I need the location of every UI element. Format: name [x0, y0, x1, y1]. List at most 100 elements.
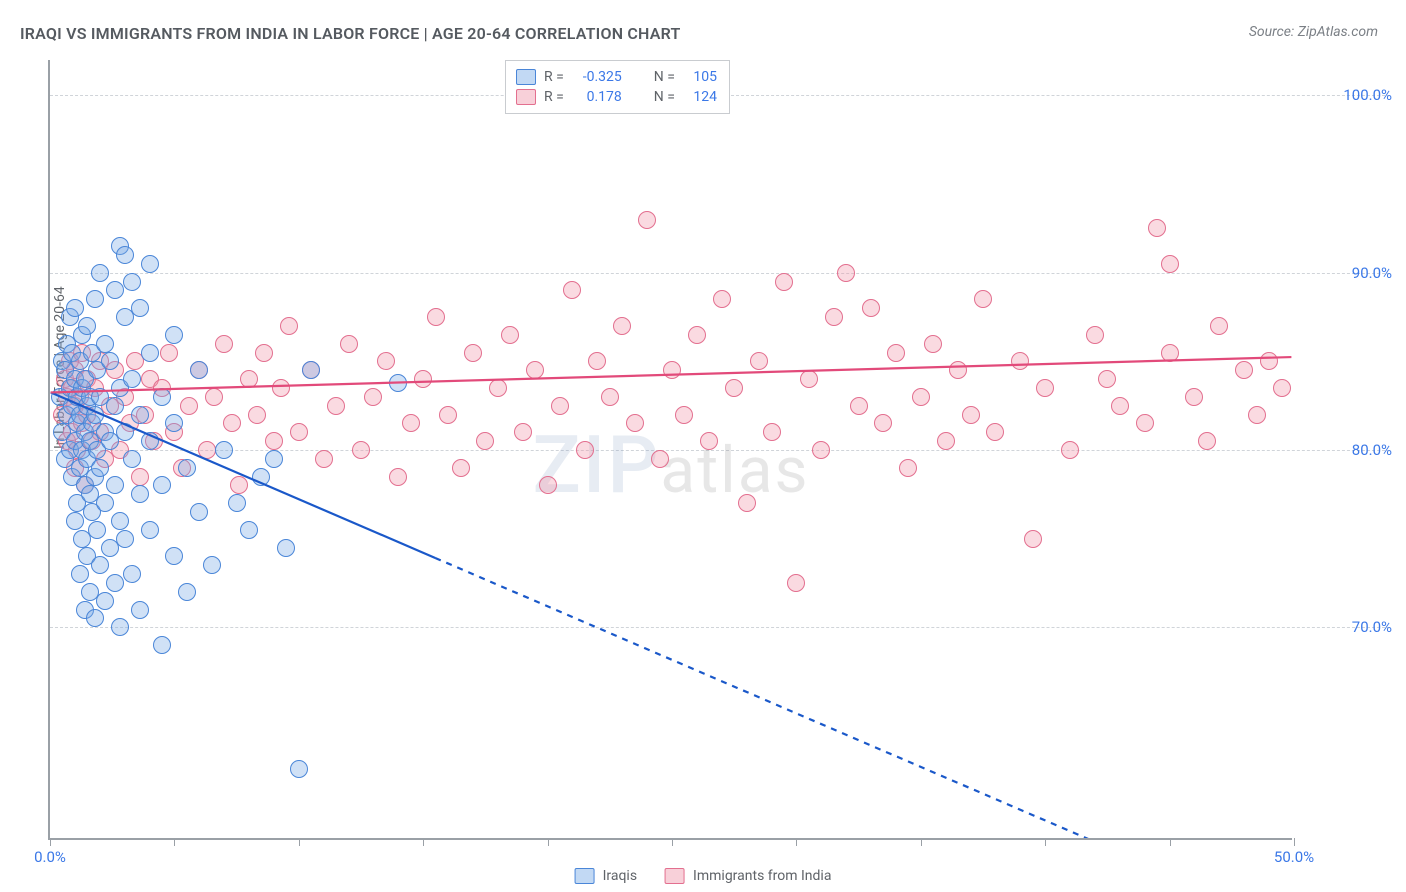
data-point: [501, 326, 519, 344]
data-point: [738, 494, 756, 512]
data-point: [106, 281, 124, 299]
data-point: [937, 432, 955, 450]
data-point: [86, 406, 104, 424]
data-point: [1210, 317, 1228, 335]
r-label: R =: [544, 69, 564, 85]
data-point: [123, 370, 141, 388]
corr-row-pink: R = 0.178 N = 124: [516, 87, 717, 107]
data-point: [912, 388, 930, 406]
data-point: [277, 539, 295, 557]
gridline: [50, 273, 1390, 274]
data-point: [230, 476, 248, 494]
data-point: [1061, 441, 1079, 459]
data-point: [974, 290, 992, 308]
gridline: [50, 450, 1390, 451]
swatch-pink: [665, 868, 685, 884]
data-point: [539, 476, 557, 494]
data-point: [190, 503, 208, 521]
data-point: [986, 423, 1004, 441]
r-label: R =: [544, 89, 564, 105]
data-point: [141, 255, 159, 273]
legend-label-blue: Iraqis: [603, 868, 637, 884]
xtick-mark: [174, 838, 175, 846]
data-point: [66, 512, 84, 530]
data-point: [1111, 397, 1129, 415]
r-value-pink: 0.178: [572, 89, 622, 105]
correlation-legend: R = -0.325 N = 105 R = 0.178 N = 124: [505, 60, 730, 114]
data-point: [123, 273, 141, 291]
data-point: [1136, 414, 1154, 432]
data-point: [215, 441, 233, 459]
data-point: [1260, 352, 1278, 370]
data-point: [165, 326, 183, 344]
n-value-blue: 105: [683, 69, 717, 85]
data-point: [165, 547, 183, 565]
data-point: [141, 521, 159, 539]
data-point: [750, 352, 768, 370]
data-point: [962, 406, 980, 424]
data-point: [651, 450, 669, 468]
data-point: [302, 361, 320, 379]
data-point: [327, 397, 345, 415]
data-point: [91, 556, 109, 574]
data-point: [899, 459, 917, 477]
data-point: [78, 317, 96, 335]
chart-title: IRAQI VS IMMIGRANTS FROM INDIA IN LABOR …: [20, 24, 681, 43]
data-point: [775, 273, 793, 291]
data-point: [476, 432, 494, 450]
data-point: [205, 388, 223, 406]
data-point: [1273, 379, 1291, 397]
data-point: [613, 317, 631, 335]
data-point: [131, 468, 149, 486]
data-point: [96, 494, 114, 512]
ytick-label: 80.0%: [1302, 441, 1392, 459]
plot-area: In Labor Force | Age 20-64 70.0%80.0%90.…: [48, 60, 1292, 840]
data-point: [153, 636, 171, 654]
data-point: [315, 450, 333, 468]
data-point: [255, 344, 273, 362]
data-point: [116, 530, 134, 548]
data-point: [924, 335, 942, 353]
data-point: [414, 370, 432, 388]
data-point: [588, 352, 606, 370]
legend-label-pink: Immigrants from India: [693, 868, 831, 884]
data-point: [180, 397, 198, 415]
data-point: [638, 211, 656, 229]
r-value-blue: -0.325: [572, 69, 622, 85]
xtick-mark: [672, 838, 673, 846]
data-point: [265, 432, 283, 450]
xtick-label: 50.0%: [1274, 848, 1314, 866]
xtick-mark: [50, 838, 51, 846]
data-point: [389, 468, 407, 486]
data-point: [96, 335, 114, 353]
data-point: [178, 459, 196, 477]
bottom-legend: Iraqis Immigrants from India: [575, 868, 832, 884]
watermark-zip: ZIP: [532, 418, 660, 512]
data-point: [489, 379, 507, 397]
swatch-blue: [516, 69, 536, 85]
data-point: [713, 290, 731, 308]
data-point: [763, 423, 781, 441]
data-point: [1086, 326, 1104, 344]
data-point: [116, 246, 134, 264]
data-point: [190, 361, 208, 379]
data-point: [700, 432, 718, 450]
ytick-label: 90.0%: [1302, 264, 1392, 282]
xtick-mark: [921, 838, 922, 846]
data-point: [252, 468, 270, 486]
data-point: [91, 459, 109, 477]
data-point: [675, 406, 693, 424]
xtick-mark: [1170, 838, 1171, 846]
data-point: [563, 281, 581, 299]
data-point: [153, 388, 171, 406]
data-point: [551, 397, 569, 415]
data-point: [1161, 255, 1179, 273]
data-point: [160, 344, 178, 362]
data-point: [178, 583, 196, 601]
data-point: [526, 361, 544, 379]
data-point: [663, 361, 681, 379]
data-point: [452, 459, 470, 477]
data-point: [464, 344, 482, 362]
xtick-mark: [1045, 838, 1046, 846]
data-point: [340, 335, 358, 353]
